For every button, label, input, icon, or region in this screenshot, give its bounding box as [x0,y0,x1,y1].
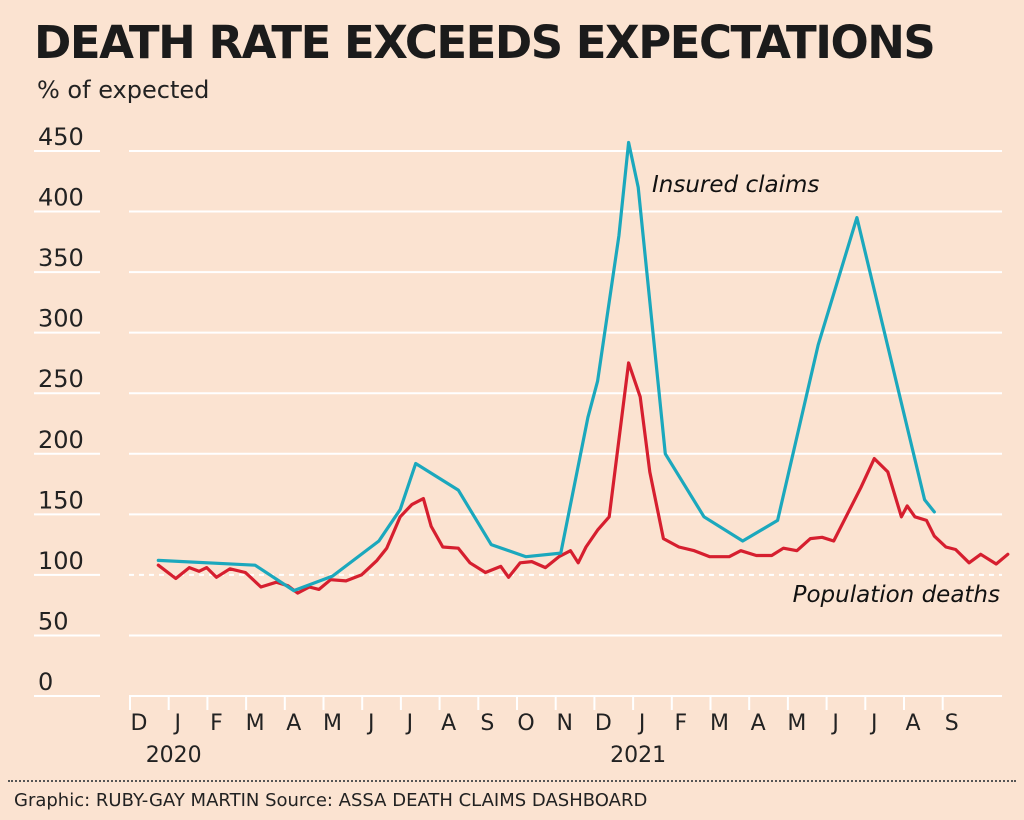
y-tick-label-400: 400 [38,184,84,212]
y-tick-label-0: 0 [38,668,53,696]
x-tick-label: J [172,711,181,736]
x-tick-label: N [556,711,572,736]
series-layer [156,140,1010,595]
y-tick-label-350: 350 [38,244,84,272]
footer-divider [8,780,1016,782]
year-label-2020: 2020 [146,743,202,768]
x-tick-label: M [787,711,806,736]
year-label-2021: 2021 [610,743,666,768]
x-tick-label: A [286,711,301,736]
x-tick-label: M [710,711,729,736]
y-tick-label-50: 50 [38,607,69,635]
x-tick-label: J [637,711,646,736]
x-tick-label: D [131,711,148,736]
x-tick-label: F [210,711,223,736]
series-line-insured-claims [156,140,936,593]
y-axis-labels: 0 50 100 150 200 250 300 350 400 450 [34,123,100,697]
series-line-population-deaths [156,361,1010,595]
x-tick-label: S [480,711,494,736]
x-tick-label: A [751,711,766,736]
x-tick-label: O [517,711,534,736]
y-tick-label-100: 100 [38,547,84,575]
y-tick-label-300: 300 [38,305,84,333]
x-tick-label: J [830,711,839,736]
y-tick-label-150: 150 [38,486,84,514]
x-tick-label: A [441,711,456,736]
x-tick-label: M [323,711,342,736]
series-label-population-deaths: Population deaths [793,582,1000,608]
x-tick-label: J [405,711,414,736]
x-tick-label: F [674,711,687,736]
y-tick-label-200: 200 [38,426,84,454]
y-tick-label-450: 450 [38,123,84,151]
y-axis-unit-label: % of expected [37,76,210,104]
chart-title: DEATH RATE EXCEEDS EXPECTATIONS [34,16,936,69]
x-axis-ticks [129,696,944,710]
gridlines [129,150,1002,697]
x-tick-label: J [366,711,375,736]
y-tick-label-250: 250 [38,365,84,393]
x-tick-label: D [595,711,612,736]
x-tick-label: S [945,711,959,736]
series-label-insured-claims: Insured claims [652,172,819,198]
x-tick-label: A [905,711,920,736]
source-credit: Graphic: RUBY-GAY MARTIN Source: ASSA DE… [14,790,648,811]
x-tick-label: M [246,711,265,736]
x-tick-label: J [869,711,878,736]
